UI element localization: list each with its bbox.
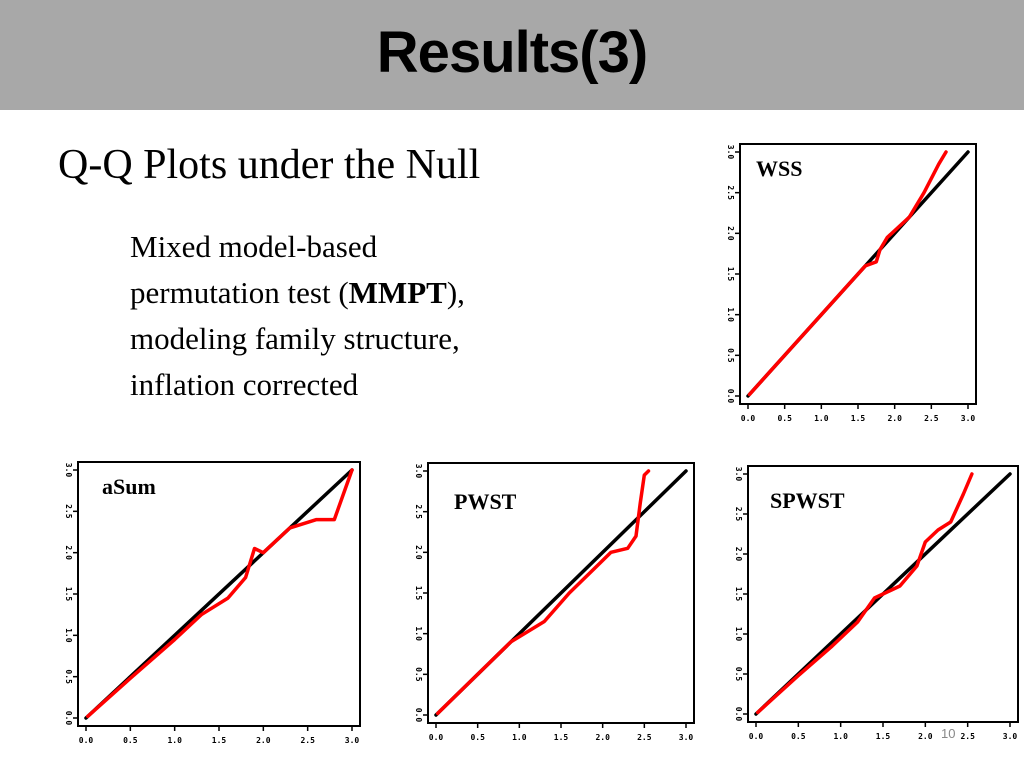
y-tick-label: 2.5 bbox=[726, 185, 735, 200]
panel-label: SPWST bbox=[770, 488, 845, 513]
y-tick-label: 1.5 bbox=[414, 586, 423, 601]
y-tick-label: 3.0 bbox=[64, 463, 73, 478]
panel-label: WSS bbox=[756, 156, 802, 181]
qq-plot-asum: 0.0 0.5 1.0 1.5 2.0 2.5 3.0 0.0 0.5 1.0 1.5 2.0 2.5 3… bbox=[64, 461, 361, 745]
x-tick-label: 0.5 bbox=[791, 732, 806, 741]
x-tick-label: 2.5 bbox=[960, 732, 975, 741]
x-tick-label: 1.5 bbox=[554, 733, 569, 742]
x-tick-label: 0.0 bbox=[749, 732, 764, 741]
y-tick-label: 3.0 bbox=[734, 467, 743, 482]
y-tick-label: 2.0 bbox=[414, 545, 423, 560]
description-line-2: permutation test (MMPT), bbox=[130, 270, 600, 316]
y-tick-label: 0.0 bbox=[726, 389, 735, 404]
x-tick-label: 2.0 bbox=[887, 414, 902, 423]
slide-subtitle: Q-Q Plots under the Null bbox=[58, 142, 481, 188]
method-description: Mixed model-based permutation test (MMPT… bbox=[130, 224, 600, 408]
panel-label: aSum bbox=[102, 474, 156, 499]
y-tick-label: 3.0 bbox=[414, 464, 423, 479]
y-tick-label: 1.0 bbox=[64, 628, 73, 643]
mmpt-abbreviation: MMPT bbox=[348, 275, 447, 310]
title-bar bbox=[0, 0, 1024, 110]
panel-label: PWST bbox=[454, 489, 517, 514]
y-tick-label: 2.0 bbox=[64, 545, 73, 560]
qq-points-line bbox=[755, 472, 974, 715]
x-tick-label: 3.0 bbox=[961, 414, 976, 423]
qq-plot-pwst: 0.0 0.5 1.0 1.5 2.0 2.5 3.0 0.0 0.5 1.0 1.5 2.0 2.5 3… bbox=[414, 462, 695, 742]
y-tick-label: 1.0 bbox=[414, 626, 423, 641]
description-line-4: inflation corrected bbox=[130, 367, 359, 402]
y-tick-label: 0.5 bbox=[726, 348, 735, 363]
y-tick-label: 0.0 bbox=[64, 711, 73, 726]
qq-plot-spwst: 0.0 0.5 1.0 1.5 2.0 2.5 3.0 0.0 0.5 1.0 1.5 2.0 2.5 3… bbox=[734, 465, 1019, 741]
y-tick-label: 2.0 bbox=[726, 226, 735, 241]
description-line-3: modeling family structure, bbox=[130, 321, 460, 356]
y-tick-label: 2.5 bbox=[64, 504, 73, 519]
y-tick-label: 1.5 bbox=[734, 587, 743, 602]
qq-plot-wss: 0.0 0.5 1.0 1.5 2.0 2.5 3.0 0.0 0.5 1.0 1.5 2.0 2.5 3… bbox=[726, 143, 977, 423]
x-tick-label: 2.5 bbox=[637, 733, 652, 742]
y-tick-label: 2.5 bbox=[734, 507, 743, 522]
x-tick-label: 1.5 bbox=[212, 736, 227, 745]
y-tick-label: 0.5 bbox=[414, 667, 423, 682]
y-tick-label: 2.0 bbox=[734, 547, 743, 562]
qq-points-line bbox=[435, 469, 651, 716]
x-tick-label: 3.0 bbox=[345, 736, 360, 745]
x-tick-label: 2.0 bbox=[256, 736, 271, 745]
x-tick-label: 2.5 bbox=[300, 736, 315, 745]
y-tick-label: 0.5 bbox=[64, 669, 73, 684]
x-tick-label: 3.0 bbox=[1003, 732, 1018, 741]
x-tick-label: 1.0 bbox=[833, 732, 848, 741]
x-tick-label: 1.5 bbox=[876, 732, 891, 741]
page-number: 10 bbox=[941, 726, 956, 741]
x-tick-label: 1.0 bbox=[512, 733, 527, 742]
description-line-1: Mixed model-based bbox=[130, 229, 378, 264]
qq-points-line bbox=[86, 468, 354, 719]
y-tick-label: 1.5 bbox=[64, 587, 73, 602]
y-tick-label: 1.5 bbox=[726, 267, 735, 282]
y-tick-label: 1.0 bbox=[726, 307, 735, 322]
x-tick-label: 0.0 bbox=[79, 736, 94, 745]
x-tick-label: 1.0 bbox=[167, 736, 182, 745]
y-tick-label: 0.0 bbox=[414, 708, 423, 723]
x-tick-label: 2.5 bbox=[924, 414, 939, 423]
y-tick-label: 1.0 bbox=[734, 627, 743, 642]
x-tick-label: 1.5 bbox=[851, 414, 866, 423]
description-line-2-pre: permutation test ( bbox=[130, 275, 349, 310]
y-tick-label: 2.5 bbox=[414, 504, 423, 519]
y-tick-label: 0.0 bbox=[734, 707, 743, 722]
description-line-2-post: ), bbox=[446, 275, 465, 310]
x-tick-label: 0.5 bbox=[470, 733, 485, 742]
x-tick-label: 0.0 bbox=[741, 414, 756, 423]
y-tick-label: 3.0 bbox=[726, 145, 735, 160]
y-tick-label: 0.5 bbox=[734, 667, 743, 682]
x-tick-label: 2.0 bbox=[918, 732, 933, 741]
x-tick-label: 0.0 bbox=[429, 733, 444, 742]
x-tick-label: 0.5 bbox=[123, 736, 138, 745]
slide-title: Results(3) bbox=[376, 20, 648, 85]
x-tick-label: 2.0 bbox=[595, 733, 610, 742]
x-tick-label: 1.0 bbox=[814, 414, 829, 423]
x-tick-label: 3.0 bbox=[679, 733, 694, 742]
x-tick-label: 0.5 bbox=[777, 414, 792, 423]
qq-points-line bbox=[747, 150, 948, 397]
